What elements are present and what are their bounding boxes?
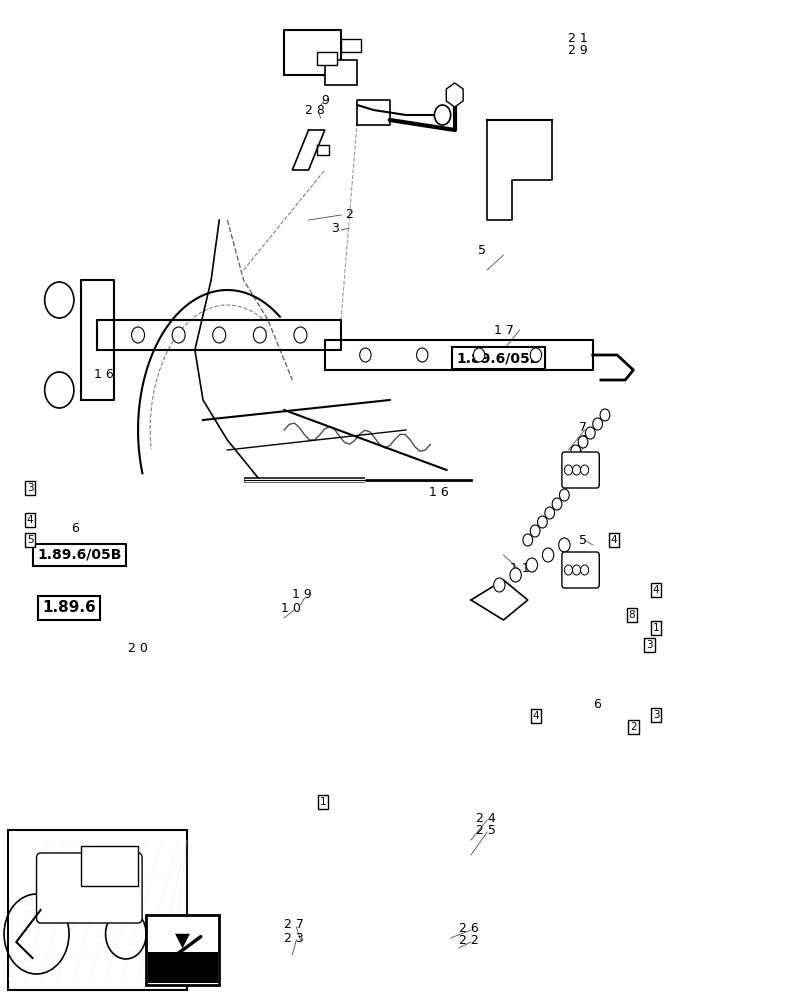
Circle shape — [592, 418, 602, 430]
Circle shape — [294, 327, 307, 343]
Text: 5: 5 — [578, 534, 586, 546]
Text: 6: 6 — [71, 522, 79, 534]
Text: 1: 1 — [320, 797, 326, 807]
Text: 2 4: 2 4 — [475, 811, 495, 824]
Circle shape — [599, 409, 609, 421]
Text: 1 1: 1 1 — [509, 561, 529, 574]
Circle shape — [564, 565, 572, 575]
Text: 3: 3 — [27, 483, 33, 493]
FancyBboxPatch shape — [36, 853, 142, 923]
Circle shape — [577, 436, 587, 448]
Text: 2 3: 2 3 — [284, 932, 303, 944]
Text: 2 6: 2 6 — [459, 922, 478, 934]
Text: 7: 7 — [578, 421, 586, 434]
Text: 1 0: 1 0 — [281, 601, 300, 614]
Bar — [148, 952, 217, 983]
Circle shape — [563, 454, 573, 466]
Circle shape — [585, 427, 594, 439]
Circle shape — [542, 548, 553, 562]
Text: 2 7: 2 7 — [284, 919, 303, 932]
Text: 5: 5 — [477, 243, 485, 256]
FancyBboxPatch shape — [561, 452, 599, 488]
Text: 1 7: 1 7 — [494, 324, 513, 337]
Circle shape — [416, 348, 427, 362]
Circle shape — [131, 327, 144, 343]
Text: 2: 2 — [629, 722, 636, 732]
Text: 2: 2 — [345, 209, 353, 222]
Bar — [324, 60, 357, 85]
Text: 2 0: 2 0 — [128, 642, 148, 654]
Text: 1 6: 1 6 — [428, 487, 448, 499]
Text: 2 9: 2 9 — [568, 43, 587, 56]
Circle shape — [473, 348, 484, 362]
Circle shape — [544, 507, 554, 519]
Circle shape — [559, 489, 569, 501]
Text: 1 6: 1 6 — [94, 368, 114, 381]
Text: 4: 4 — [532, 711, 539, 721]
Circle shape — [564, 465, 572, 475]
Text: 8: 8 — [578, 434, 586, 446]
Bar — [81, 846, 138, 886]
Circle shape — [537, 516, 547, 528]
Text: 2 8: 2 8 — [305, 104, 324, 116]
Circle shape — [530, 348, 541, 362]
Text: 3: 3 — [331, 222, 339, 234]
Text: 9: 9 — [320, 94, 328, 106]
Text: 2 1: 2 1 — [568, 31, 587, 44]
Text: 5: 5 — [27, 535, 33, 545]
Circle shape — [212, 327, 225, 343]
Text: ▼: ▼ — [175, 930, 190, 950]
Text: 3: 3 — [652, 710, 659, 720]
Bar — [146, 915, 219, 985]
Text: 4: 4 — [652, 585, 659, 595]
Bar — [316, 52, 337, 65]
Text: 1.89.6/05B: 1.89.6/05B — [37, 548, 122, 562]
Text: 8: 8 — [628, 610, 634, 620]
Circle shape — [45, 282, 74, 318]
Text: 2 5: 2 5 — [475, 823, 495, 836]
Circle shape — [572, 565, 580, 575]
Text: 4: 4 — [610, 535, 616, 545]
Text: 1 9: 1 9 — [292, 588, 311, 601]
Circle shape — [522, 534, 532, 546]
Circle shape — [172, 327, 185, 343]
Circle shape — [526, 558, 537, 572]
FancyBboxPatch shape — [561, 552, 599, 588]
Text: 4: 4 — [27, 515, 33, 525]
Text: 1.89.6/05B: 1.89.6/05B — [456, 351, 540, 365]
Circle shape — [580, 465, 588, 475]
Circle shape — [359, 348, 371, 362]
Bar — [341, 39, 361, 52]
Text: 1: 1 — [652, 623, 659, 633]
Text: 2 2: 2 2 — [459, 934, 478, 946]
Circle shape — [530, 525, 539, 537]
Circle shape — [580, 565, 588, 575]
Circle shape — [558, 538, 569, 552]
Circle shape — [493, 578, 504, 592]
Text: 3: 3 — [646, 640, 652, 650]
Bar — [8, 830, 187, 990]
Circle shape — [45, 372, 74, 408]
Circle shape — [551, 498, 561, 510]
Circle shape — [509, 568, 521, 582]
Circle shape — [572, 465, 580, 475]
Text: 1.89.6: 1.89.6 — [42, 600, 96, 615]
Circle shape — [570, 445, 580, 457]
Circle shape — [253, 327, 266, 343]
Circle shape — [434, 105, 450, 125]
Text: 6: 6 — [592, 698, 600, 711]
